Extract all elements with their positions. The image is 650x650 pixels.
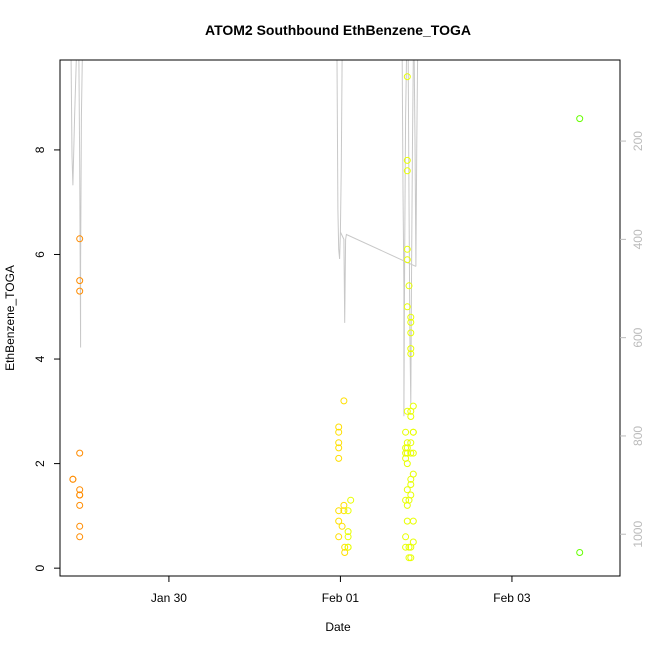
data-point-0-9	[76, 277, 84, 285]
data-point-2-21	[403, 444, 411, 452]
data-point-2-36	[407, 439, 415, 447]
x-axis-label: Date	[325, 620, 351, 634]
data-point-2-37	[407, 449, 415, 457]
data-point-2-5	[347, 496, 355, 504]
data-point-2-0	[344, 507, 352, 515]
data-point-0-2	[76, 486, 84, 494]
chart-title: ATOM2 Southbound EthBenzene_TOGA	[205, 22, 471, 38]
x-tick-label-1: Feb 01	[322, 591, 360, 605]
data-point-1-0	[335, 423, 343, 431]
x-tick-label-0: Jan 30	[151, 591, 187, 605]
data-point-1-5	[335, 507, 343, 515]
data-point-2-18	[403, 303, 411, 311]
data-point-2-13	[403, 73, 411, 81]
data-point-1-4	[335, 454, 343, 462]
data-point-0-7	[76, 533, 84, 541]
data-point-2-41	[407, 554, 415, 562]
data-point-2-16	[403, 245, 411, 253]
y-tick-label-1: 2	[33, 460, 47, 467]
x-tick-label-2: Feb 03	[493, 591, 531, 605]
data-point-2-11	[402, 533, 410, 541]
data-point-2-50	[405, 496, 413, 504]
data-point-0-11	[76, 235, 84, 243]
y2-tick-label-4: 1000	[631, 521, 645, 548]
altitude-line-2	[336, 59, 343, 260]
data-point-1-11	[341, 543, 349, 551]
data-point-0-6	[76, 522, 84, 530]
data-point-2-44	[409, 428, 417, 436]
altitude-line-1	[78, 59, 83, 348]
data-point-2-24	[403, 486, 411, 494]
data-point-2-33	[407, 350, 415, 358]
data-point-0-4	[76, 491, 84, 499]
data-point-2-23	[403, 460, 411, 468]
data-point-2-4	[344, 543, 352, 551]
data-point-2-49	[407, 543, 415, 551]
data-point-2-17	[403, 256, 411, 264]
data-point-2-30	[407, 318, 415, 326]
data-point-2-29	[407, 313, 415, 321]
data-point-2-35	[407, 413, 415, 420]
y-tick-label-2: 4	[33, 355, 47, 362]
data-point-2-31	[407, 329, 415, 337]
y2-tick-label-1: 400	[631, 229, 645, 249]
data-point-0-8	[76, 449, 84, 457]
y-tick-label-3: 6	[33, 251, 47, 258]
y2-tick-label-2: 600	[631, 327, 645, 347]
data-point-2-19	[403, 407, 411, 415]
data-point-1-8	[338, 522, 346, 530]
data-point-2-39	[407, 481, 415, 488]
data-point-2-32	[407, 345, 415, 353]
data-point-2-51	[405, 282, 413, 290]
data-point-2-6	[402, 428, 410, 436]
data-points	[69, 73, 584, 562]
data-point-0-10	[76, 287, 84, 295]
data-point-2-1	[344, 528, 352, 536]
altitude-line-0	[70, 59, 77, 186]
data-point-1-10	[340, 507, 348, 515]
y-tick-label-0: 0	[33, 565, 47, 572]
altitude-line-3	[339, 231, 417, 323]
data-point-2-14	[403, 156, 411, 164]
data-point-1-7	[335, 533, 343, 541]
altitude-line-6	[413, 59, 419, 267]
y2-tick-label-0: 200	[631, 131, 645, 151]
data-point-1-9	[340, 501, 348, 509]
data-point-1-13	[340, 397, 348, 405]
data-point-2-46	[409, 470, 417, 478]
data-point-2-15	[403, 167, 411, 175]
data-point-1-6	[335, 517, 343, 525]
data-point-3-0	[576, 115, 584, 123]
data-point-1-12	[341, 549, 349, 556]
data-point-1-2	[335, 439, 343, 447]
data-point-0-1	[69, 475, 77, 483]
data-point-0-5	[76, 501, 84, 509]
data-point-2-42	[409, 402, 417, 410]
data-point-2-12	[402, 543, 410, 551]
data-point-1-3	[335, 444, 343, 452]
y-tick-label-4: 8	[33, 146, 47, 153]
data-point-3-1	[576, 549, 584, 556]
y2-tick-label-3: 800	[631, 426, 645, 446]
data-point-2-47	[409, 517, 417, 525]
y-axis-label: EthBenzene_TOGA	[3, 265, 17, 371]
data-point-2-45	[409, 449, 417, 457]
altitude-line-4	[401, 59, 407, 417]
data-point-1-1	[335, 428, 343, 436]
data-point-2-2	[344, 533, 352, 541]
data-point-2-20	[403, 439, 411, 447]
